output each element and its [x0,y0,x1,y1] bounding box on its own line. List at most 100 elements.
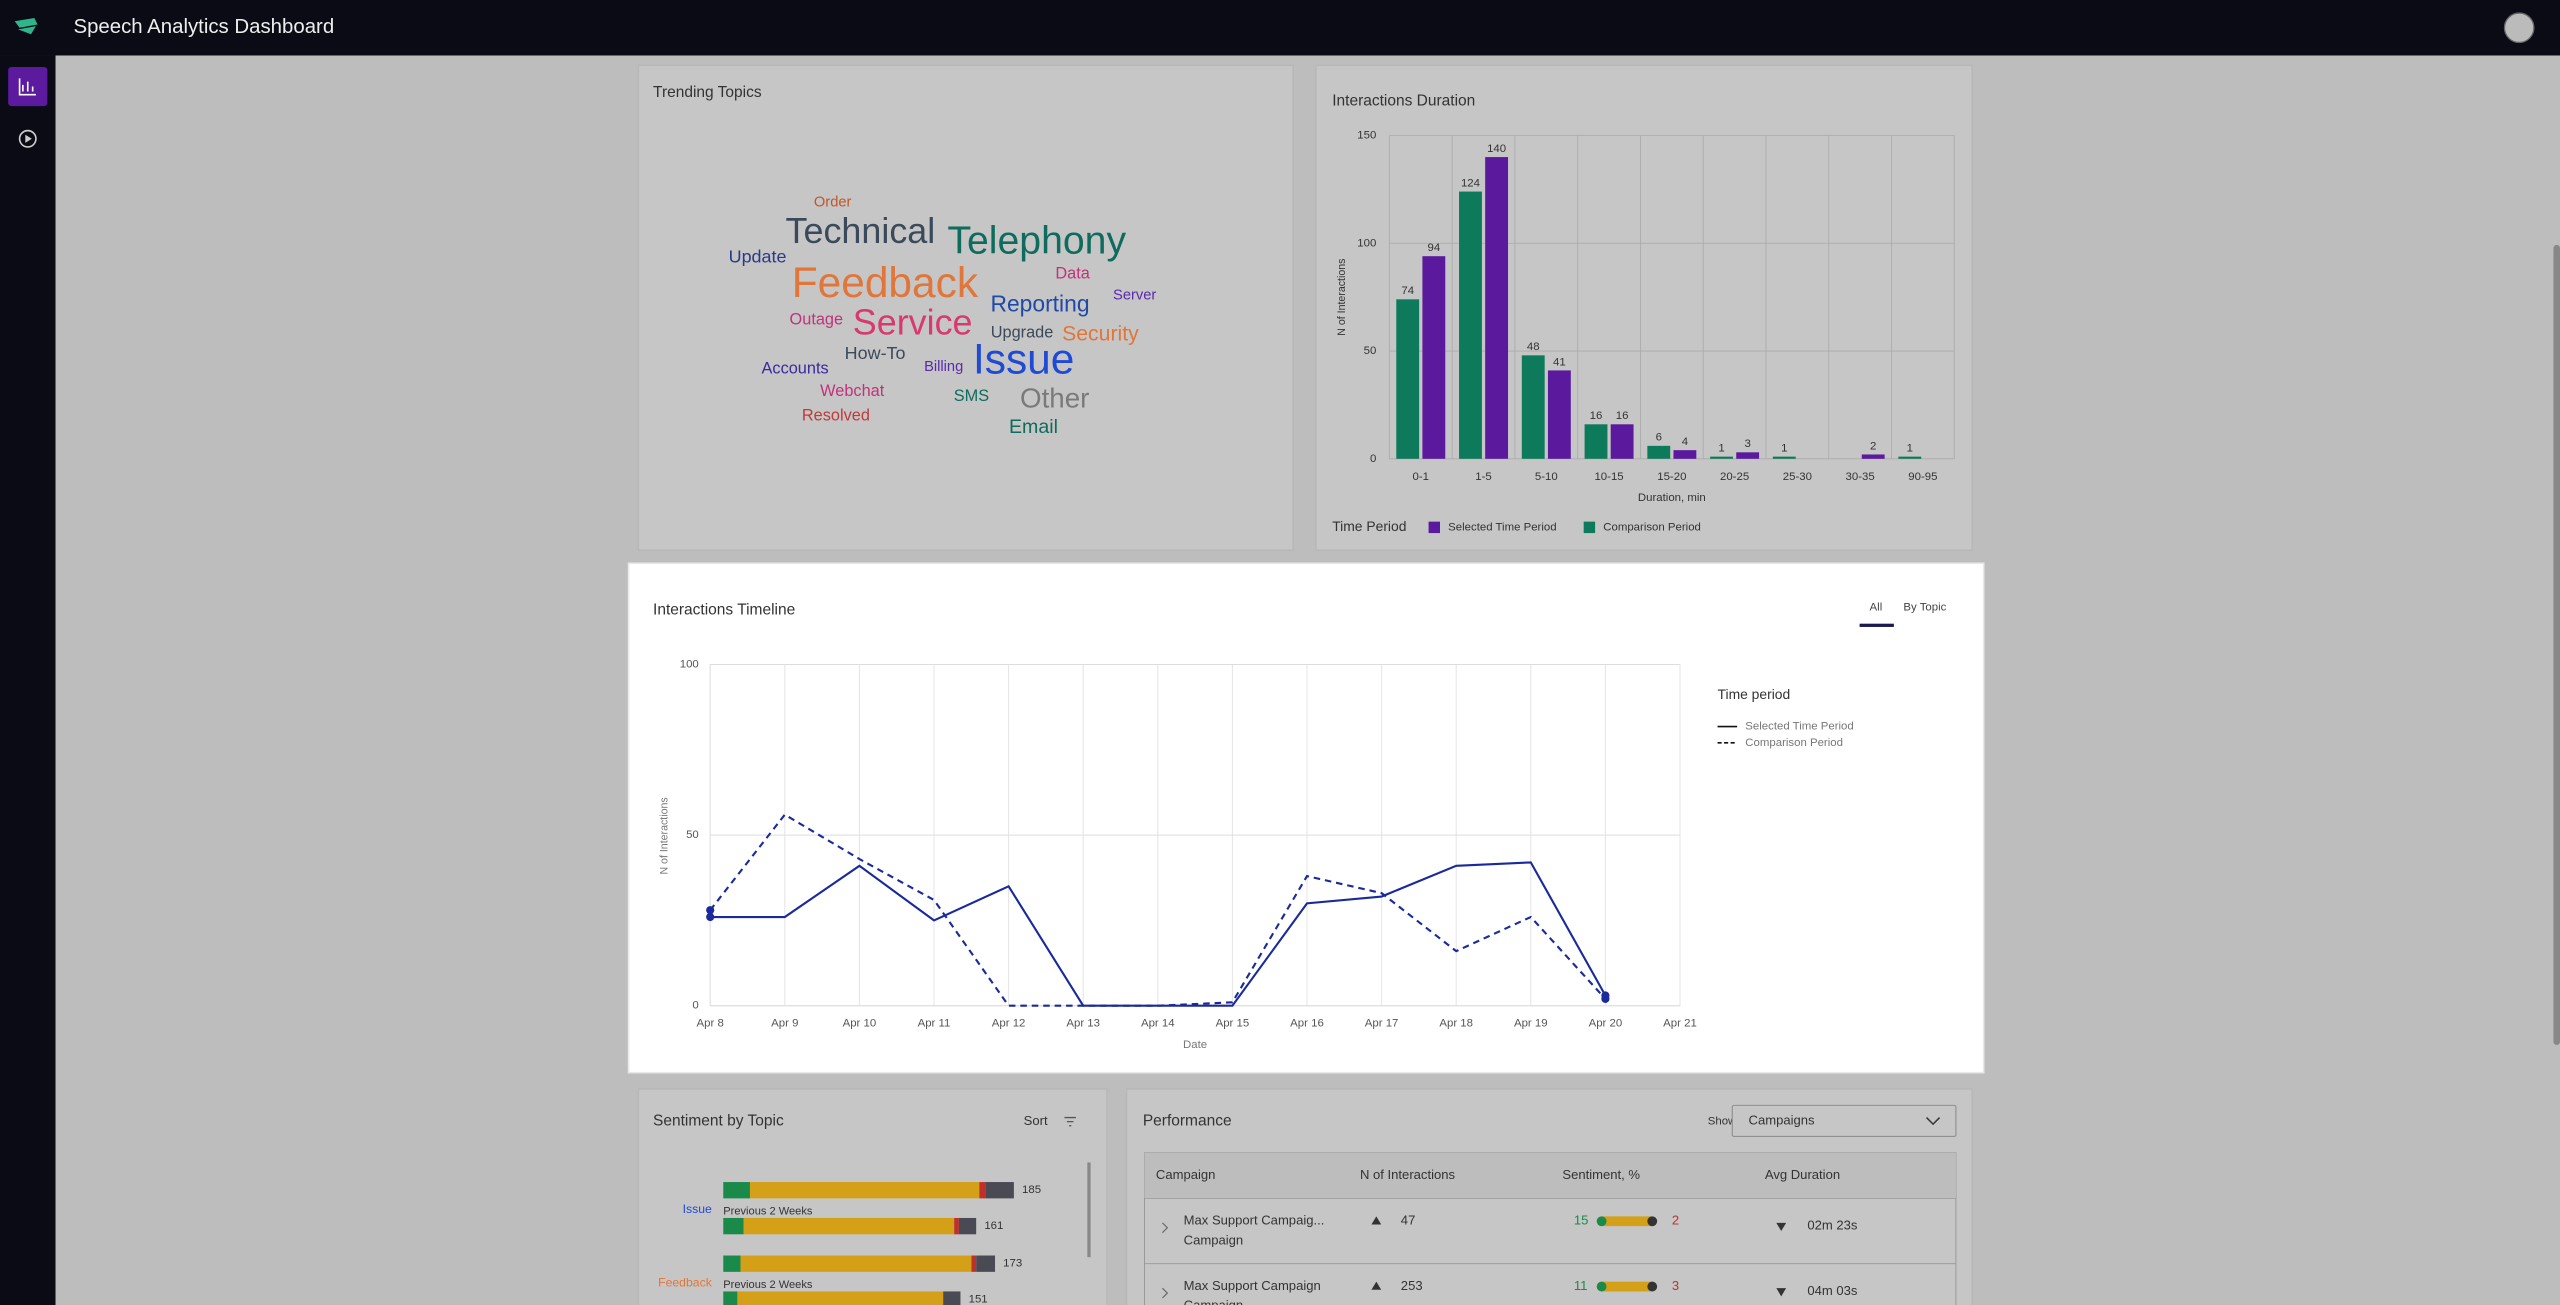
tab[interactable]: By Topic [1903,601,1946,613]
x-tick-label: Apr 12 [992,1018,1026,1030]
topic-word: Resolved [802,407,870,425]
x-tick-label: 1-5 [1475,471,1492,483]
topic-label: Issue [683,1202,712,1216]
sentiment-negative: 2 [1672,1213,1679,1228]
sentiment-total: 173 [1003,1258,1022,1270]
show-dropdown[interactable] [1731,1104,1957,1137]
legend-label: Selected Time Period [1745,721,1853,733]
tab[interactable]: All [1870,601,1883,613]
sentiment-segment [943,1291,961,1305]
y-tick-label: 50 [1364,345,1377,357]
avg-duration: 04m 03s [1807,1283,1858,1298]
y-tick-label: 100 [1357,237,1376,249]
topic-word: Accounts [762,359,829,377]
previous-label: Previous 2 Weeks [723,1279,813,1291]
topic-word: Server [1113,287,1156,303]
x-tick-label: Apr 16 [1290,1018,1324,1030]
y-tick-label: 0 [692,1000,698,1012]
legend-label: Comparison Period [1745,737,1843,749]
x-tick-label: Apr 9 [771,1018,798,1030]
bar-label: 124 [1461,177,1481,189]
sentiment-negative: 3 [1672,1278,1679,1293]
topic-word: Service [853,301,973,342]
interactions: 253 [1401,1278,1423,1293]
trend-down [1776,1222,1787,1232]
topic-word: Security [1062,322,1139,345]
campaign-name: Max Support Campaign [1184,1278,1321,1293]
y-tick-label: 150 [1357,130,1376,142]
sentiment-segment [723,1291,738,1305]
x-tick-label: Apr 14 [1141,1018,1175,1030]
sentiment-segment [743,1217,955,1235]
trend-up [1371,1281,1382,1290]
sentiment-mini-neg [1647,1281,1658,1292]
column-header: Avg Duration [1765,1167,1840,1182]
end-point [706,906,715,915]
expand-chevron[interactable] [1162,1287,1169,1299]
sentiment-positive: 11 [1574,1278,1588,1293]
bar-label: 2 [1870,440,1876,452]
bar [1610,424,1634,459]
campaign-type: Campaign [1184,1298,1243,1305]
sentiment-segment [740,1255,972,1272]
topic-word: Outage [790,310,844,328]
tab-indicator [1859,623,1894,627]
app-title: Speech Analytics Dashboard [73,16,334,38]
show-value: Campaigns [1749,1112,1815,1127]
legend-title: Time period [1718,686,1791,702]
bar-label: 94 [1427,242,1440,254]
topic-label: Feedback [658,1276,713,1290]
column-header: Sentiment, % [1562,1167,1640,1182]
sentiment-mini-neg [1647,1216,1658,1227]
card-title: Performance [1143,1113,1232,1130]
sentiment-segment [723,1217,744,1235]
topic-word: Telephony [947,220,1126,263]
trend-up [1371,1216,1382,1225]
sentiment-segment [958,1217,977,1235]
x-tick-label: 0-1 [1413,471,1430,483]
end-point [1601,994,1610,1003]
card-title: Sentiment by Topic [653,1113,784,1130]
topic-word: Upgrade [991,323,1054,341]
bar [1673,450,1697,459]
bar [1736,452,1760,459]
card-timeline [627,562,1985,1074]
bar-label: 41 [1553,356,1566,368]
bar [1710,456,1733,459]
bar-label: 140 [1487,143,1506,155]
scrollbar [2553,244,2560,1045]
sentiment-segment [749,1182,980,1199]
card-trending [637,64,1294,552]
sentiment-segment [971,1255,977,1272]
x-tick-label: 20-25 [1720,471,1749,483]
nav-player[interactable] [18,129,37,148]
sentiment-mini-pos [1596,1281,1607,1292]
campaign-type: Campaign [1184,1232,1243,1247]
bar-label: 48 [1527,341,1540,353]
x-tick-label: 30-35 [1846,471,1875,483]
nav-player-icon [25,134,32,143]
legend-title: Time Period [1332,518,1406,534]
avatar[interactable] [2503,12,2535,44]
expand-chevron[interactable] [1162,1222,1169,1234]
topic-word: Issue [973,336,1074,383]
bar-label: 16 [1616,410,1629,422]
x-axis-label: Date [1183,1039,1207,1051]
sentiment-positive: 15 [1574,1213,1589,1228]
sentiment-mini-bar [1596,1281,1656,1292]
x-tick-label: Apr 11 [918,1018,951,1030]
x-tick-label: 15-20 [1657,471,1686,483]
x-tick-label: Apr 18 [1439,1018,1473,1030]
trend-down [1776,1288,1787,1297]
topic-word: Email [1009,416,1058,438]
bar-label: 6 [1656,432,1662,444]
bar-label: 3 [1744,438,1750,450]
topic-word: Billing [924,359,963,375]
bar [1647,445,1671,459]
avg-duration: 02m 23s [1807,1218,1858,1233]
y-tick-label: 50 [686,829,699,841]
topic-word: Reporting [990,290,1089,316]
bar [1547,370,1571,459]
sentiment-mini-bar [1596,1216,1656,1227]
